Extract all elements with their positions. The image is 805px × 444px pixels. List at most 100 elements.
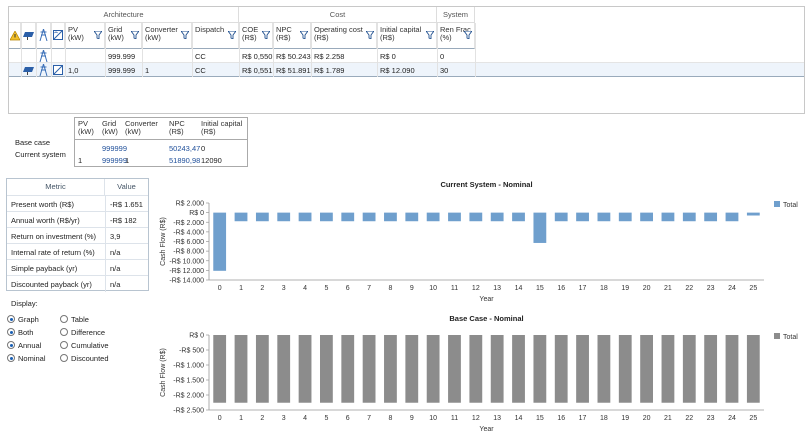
bar <box>277 212 291 222</box>
column-header-label: Initial capital (R$) <box>380 25 422 42</box>
radio-graph[interactable] <box>7 315 15 323</box>
filter-icon[interactable] <box>94 31 102 39</box>
compare-cell: 999999 <box>102 156 128 165</box>
column-header-grid[interactable]: Grid (kW) <box>105 23 142 49</box>
grid-column-icon-cell[interactable] <box>36 23 51 49</box>
table-row[interactable]: 999.999 CC R$ 0,550 R$ 50.243 R$ 2.258 R$ 0 0 <box>9 49 804 63</box>
filter-icon[interactable] <box>426 31 434 39</box>
metric-value: 3,9 <box>110 232 121 241</box>
metric-divider <box>105 260 106 276</box>
bar <box>554 335 568 403</box>
radio-dot <box>9 343 13 347</box>
bar <box>661 212 675 222</box>
radio-label-discounted: Discounted <box>71 354 109 363</box>
compare-header: PV (kW) <box>78 119 94 136</box>
metric-name: Internal rate of return (%) <box>11 248 95 257</box>
bar <box>704 335 718 403</box>
radio-discounted[interactable] <box>60 354 68 362</box>
x-tick-label: 0 <box>218 285 222 292</box>
column-header-coe[interactable]: COE (R$) <box>239 23 273 49</box>
grid-divider <box>105 23 106 77</box>
compare-header: Grid (kW) <box>102 119 118 136</box>
filter-icon[interactable] <box>228 31 236 39</box>
grid-divider <box>192 23 193 77</box>
x-tick-label: 5 <box>324 415 328 422</box>
x-tick-label: 10 <box>429 415 437 422</box>
bar <box>362 212 376 222</box>
x-tick-label: 2 <box>260 415 264 422</box>
filter-icon[interactable] <box>181 31 189 39</box>
radio-annual[interactable] <box>7 341 15 349</box>
y-tick-label: -R$ 10.000 <box>169 258 204 265</box>
filter-icon[interactable] <box>131 31 139 39</box>
x-tick-label: 1 <box>239 415 243 422</box>
grid-divider <box>142 23 143 77</box>
metric-row: Annual worth (R$/yr) -R$ 182 <box>7 211 148 228</box>
bar <box>341 212 355 222</box>
column-header-pv[interactable]: PV (kW) <box>65 23 105 49</box>
converter-column-icon-cell[interactable] <box>51 23 65 49</box>
group-architecture: Architecture <box>9 7 239 23</box>
bar <box>490 335 504 403</box>
compare-cell: 0 <box>201 144 206 153</box>
y-tick-label: R$ 2.000 <box>176 201 205 208</box>
radio-nominal[interactable] <box>7 354 15 362</box>
radio-difference[interactable] <box>60 328 68 336</box>
metric-value: n/a <box>110 264 121 273</box>
y-tick-label: -R$ 1.000 <box>173 363 204 370</box>
x-tick-label: 23 <box>707 285 715 292</box>
x-tick-label: 4 <box>303 415 307 422</box>
pv-column-icon-cell[interactable] <box>21 23 36 49</box>
radio-label-graph: Graph <box>18 315 39 324</box>
column-header-npc[interactable]: NPC (R$) <box>273 23 311 49</box>
bar <box>255 335 269 403</box>
metric-row: Return on investment (%) 3,9 <box>7 227 148 244</box>
column-header-initcap[interactable]: Initial capital (R$) <box>377 23 437 49</box>
x-tick-label: 4 <box>303 285 307 292</box>
cell-initcap: R$ 12.090 <box>380 66 415 75</box>
x-tick-label: 21 <box>664 415 672 422</box>
x-tick-label: 11 <box>451 285 458 292</box>
radio-label-difference: Difference <box>71 328 106 337</box>
bar <box>725 335 739 403</box>
column-header-opcost[interactable]: Operating cost (R$) <box>311 23 377 49</box>
column-header-renfrac[interactable]: Ren Frac (%) <box>437 23 475 49</box>
bar <box>384 335 397 403</box>
x-tick-label: 18 <box>600 285 608 292</box>
column-header-converter[interactable]: Converter (kW) <box>142 23 192 49</box>
warning-column[interactable] <box>9 23 21 49</box>
table-row[interactable]: 1,0 999.999 1 CC R$ 0,551 R$ 51.891 R$ 1.789 R$… <box>9 63 804 77</box>
x-tick-label: 7 <box>367 415 371 422</box>
column-header-label: PV (kW) <box>68 25 84 42</box>
x-tick-label: 22 <box>685 285 693 292</box>
bar <box>704 212 718 222</box>
radio-cumulative[interactable] <box>60 341 68 349</box>
column-header-dispatch[interactable]: Dispatch <box>192 23 239 49</box>
y-tick-label: -R$ 8.000 <box>173 249 204 256</box>
filter-icon[interactable] <box>300 31 308 39</box>
cell-dispatch: CC <box>195 66 206 75</box>
filter-icon[interactable] <box>366 31 374 39</box>
x-tick-label: 8 <box>388 285 392 292</box>
y-tick-label: R$ 0 <box>189 333 204 340</box>
x-tick-label: 22 <box>685 415 693 422</box>
radio-table[interactable] <box>60 315 68 323</box>
filter-icon[interactable] <box>464 31 472 39</box>
x-tick-label: 17 <box>579 415 587 422</box>
compare-header: NPC (R$) <box>169 119 185 136</box>
radio-label-annual: Annual <box>18 341 42 350</box>
cell-npc: R$ 51.891 <box>276 66 311 75</box>
bar <box>533 335 547 403</box>
filter-icon[interactable] <box>262 31 270 39</box>
radio-label-cumulative: Cumulative <box>71 341 109 350</box>
column-header-label: Grid (kW) <box>108 25 124 42</box>
bar <box>320 212 333 222</box>
metric-name: Return on investment (%) <box>11 232 97 241</box>
cell-grid: 999.999 <box>108 52 136 61</box>
bar <box>746 335 760 403</box>
x-tick-label: 14 <box>515 285 523 292</box>
bar <box>469 335 483 403</box>
compare-divider <box>75 139 247 140</box>
grid-divider <box>65 23 66 77</box>
radio-both[interactable] <box>7 328 15 336</box>
